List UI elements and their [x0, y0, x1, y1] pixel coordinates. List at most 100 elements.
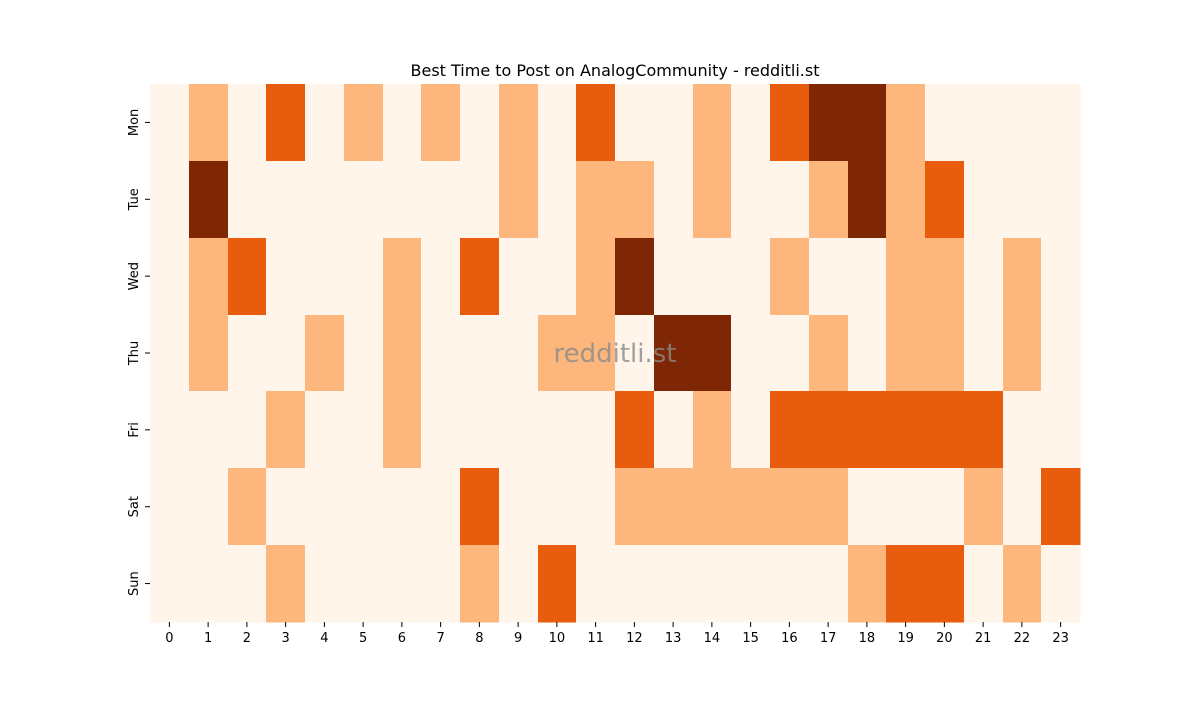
heatmap-cell	[150, 391, 190, 469]
heatmap-cell	[886, 238, 926, 316]
x-tick-label: 4	[320, 631, 328, 646]
heatmap-cell	[344, 84, 384, 162]
heatmap-cell	[460, 545, 500, 623]
x-tick-label: 18	[859, 631, 876, 646]
heatmap-cell	[809, 468, 849, 546]
heatmap-cell	[731, 545, 771, 623]
watermark: redditli.st	[554, 339, 677, 369]
heatmap-cell	[576, 238, 616, 316]
heatmap-cell	[150, 545, 190, 623]
heatmap-cell	[460, 391, 500, 469]
heatmap-cell	[460, 468, 500, 546]
heatmap-cell	[228, 161, 267, 239]
heatmap-cell	[344, 468, 384, 546]
x-tick-label: 7	[436, 631, 444, 646]
heatmap-cell	[305, 161, 345, 239]
heatmap-cell	[770, 468, 810, 546]
heatmap-cell	[344, 315, 384, 392]
heatmap-cell	[421, 161, 461, 239]
heatmap-cell	[615, 161, 655, 239]
x-tick-label: 21	[975, 631, 992, 646]
chart-title: Best Time to Post on AnalogCommunity - r…	[411, 61, 820, 80]
x-tick-label: 14	[704, 631, 721, 646]
heatmap-cell	[189, 84, 229, 162]
heatmap-cell	[964, 315, 1004, 392]
heatmap-cell	[383, 84, 422, 162]
heatmap-cell	[576, 545, 616, 623]
x-tick-label: 9	[514, 631, 522, 646]
heatmap-cell	[654, 161, 694, 239]
x-tick-label: 23	[1052, 631, 1069, 646]
heatmap-cell	[266, 468, 306, 546]
heatmap-cell	[150, 468, 190, 546]
heatmap-cell	[693, 315, 732, 392]
heatmap-cell	[770, 238, 810, 316]
x-tick-label: 10	[549, 631, 566, 646]
heatmap-cell	[964, 468, 1004, 546]
heatmap-cell	[266, 161, 306, 239]
heatmap-cell	[1041, 545, 1081, 623]
heatmap-cell	[693, 468, 732, 546]
y-tick-label: Fri	[127, 422, 142, 438]
heatmap-cell	[499, 545, 539, 623]
heatmap-cell	[1041, 84, 1081, 162]
heatmap-cell	[1003, 468, 1042, 546]
heatmap-cell	[615, 391, 655, 469]
heatmap-cell	[1003, 238, 1042, 316]
x-tick-label: 11	[587, 631, 604, 646]
heatmap-cell	[886, 468, 926, 546]
heatmap-cell	[925, 545, 965, 623]
heatmap-cell	[150, 315, 190, 392]
heatmap-cell	[615, 545, 655, 623]
heatmap-cell	[731, 238, 771, 316]
heatmap-cell	[228, 315, 267, 392]
heatmap-cell	[615, 84, 655, 162]
heatmap-cell	[305, 238, 345, 316]
heatmap-cell	[731, 315, 771, 392]
heatmap-cell	[964, 545, 1004, 623]
heatmap-cells	[150, 84, 1081, 623]
heatmap-cell	[964, 238, 1004, 316]
heatmap-cell	[886, 84, 926, 162]
heatmap-cell	[848, 391, 887, 469]
heatmap-cell	[266, 238, 306, 316]
heatmap-cell	[809, 391, 849, 469]
heatmap-cell	[731, 468, 771, 546]
heatmap-cell	[228, 84, 267, 162]
y-tick-label: Mon	[127, 109, 142, 136]
heatmap-cell	[886, 161, 926, 239]
heatmap-cell	[1041, 468, 1081, 546]
heatmap-cell	[964, 391, 1004, 469]
heatmap-cell	[383, 315, 422, 392]
heatmap-cell	[1003, 315, 1042, 392]
heatmap-cell	[693, 161, 732, 239]
heatmap-cell	[925, 391, 965, 469]
heatmap-cell	[305, 391, 345, 469]
heatmap-cell	[1003, 161, 1042, 239]
heatmap-cell	[305, 545, 345, 623]
heatmap-cell	[421, 315, 461, 392]
heatmap-cell	[499, 315, 539, 392]
heatmap-cell	[499, 468, 539, 546]
x-tick-label: 8	[475, 631, 483, 646]
heatmap-cell	[1003, 545, 1042, 623]
heatmap-cell	[499, 84, 539, 162]
heatmap-cell	[654, 391, 694, 469]
heatmap-cell	[848, 161, 887, 239]
heatmap-cell	[228, 391, 267, 469]
heatmap-cell	[654, 84, 694, 162]
heatmap-cell	[809, 545, 849, 623]
y-tick-label: Sun	[127, 571, 142, 596]
heatmap-cell	[538, 238, 577, 316]
heatmap-cell	[576, 468, 616, 546]
heatmap-cell	[731, 84, 771, 162]
heatmap-cell	[964, 161, 1004, 239]
heatmap-cell	[189, 161, 229, 239]
heatmap-cell	[770, 545, 810, 623]
heatmap-cell	[576, 84, 616, 162]
heatmap-cell	[150, 238, 190, 316]
heatmap-cell	[189, 238, 229, 316]
heatmap-cell	[266, 84, 306, 162]
heatmap-cell	[886, 315, 926, 392]
heatmap-cell	[654, 545, 694, 623]
